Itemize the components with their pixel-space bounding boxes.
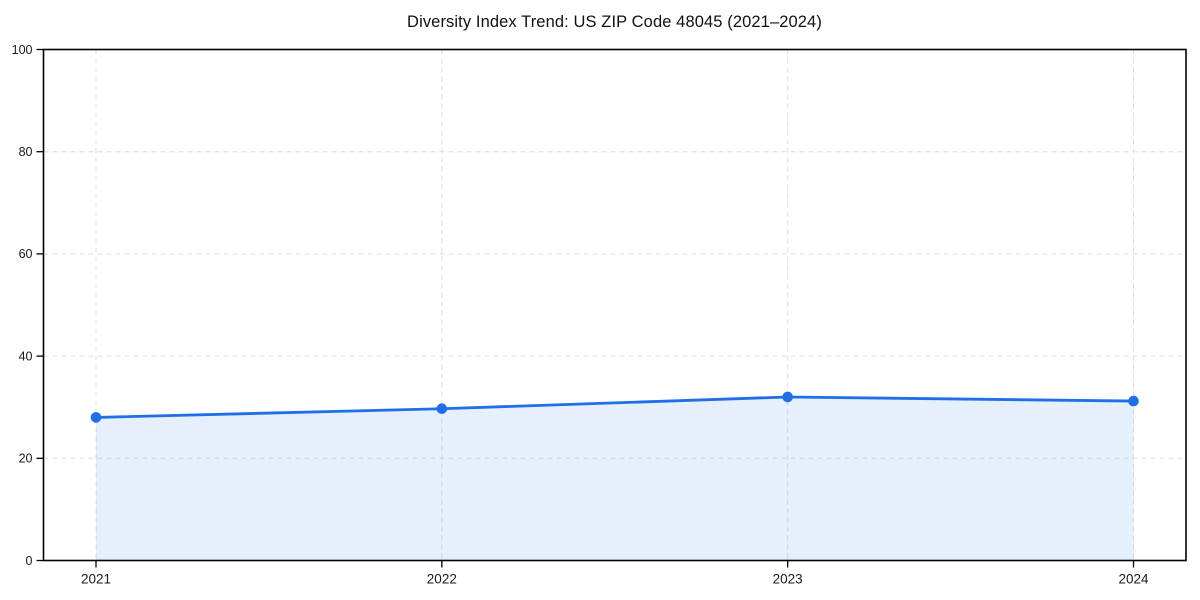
- data-point-marker: [90, 412, 102, 423]
- y-tick-label: 80: [19, 145, 33, 159]
- x-tick-label: 2024: [1118, 572, 1149, 587]
- data-point-marker: [782, 391, 793, 403]
- y-tick-label: 20: [19, 452, 33, 466]
- x-tick-label: 2022: [427, 572, 457, 587]
- plot-frame: [42, 48, 1187, 562]
- y-tick-label: 100: [12, 43, 33, 57]
- data-point-marker: [436, 403, 448, 415]
- y-tick-label: 40: [19, 349, 33, 363]
- trend-line: [94, 395, 1135, 419]
- y-tick-label: 60: [19, 247, 33, 261]
- x-tick-label: 2023: [773, 572, 803, 587]
- data-point-marker: [1128, 395, 1139, 407]
- x-tick-label: 2021: [81, 572, 111, 587]
- trend-area: [96, 396, 1134, 561]
- chart-title: Diversity Index Trend: US ZIP Code 48045…: [407, 13, 822, 31]
- y-tick-label: 0: [26, 554, 33, 568]
